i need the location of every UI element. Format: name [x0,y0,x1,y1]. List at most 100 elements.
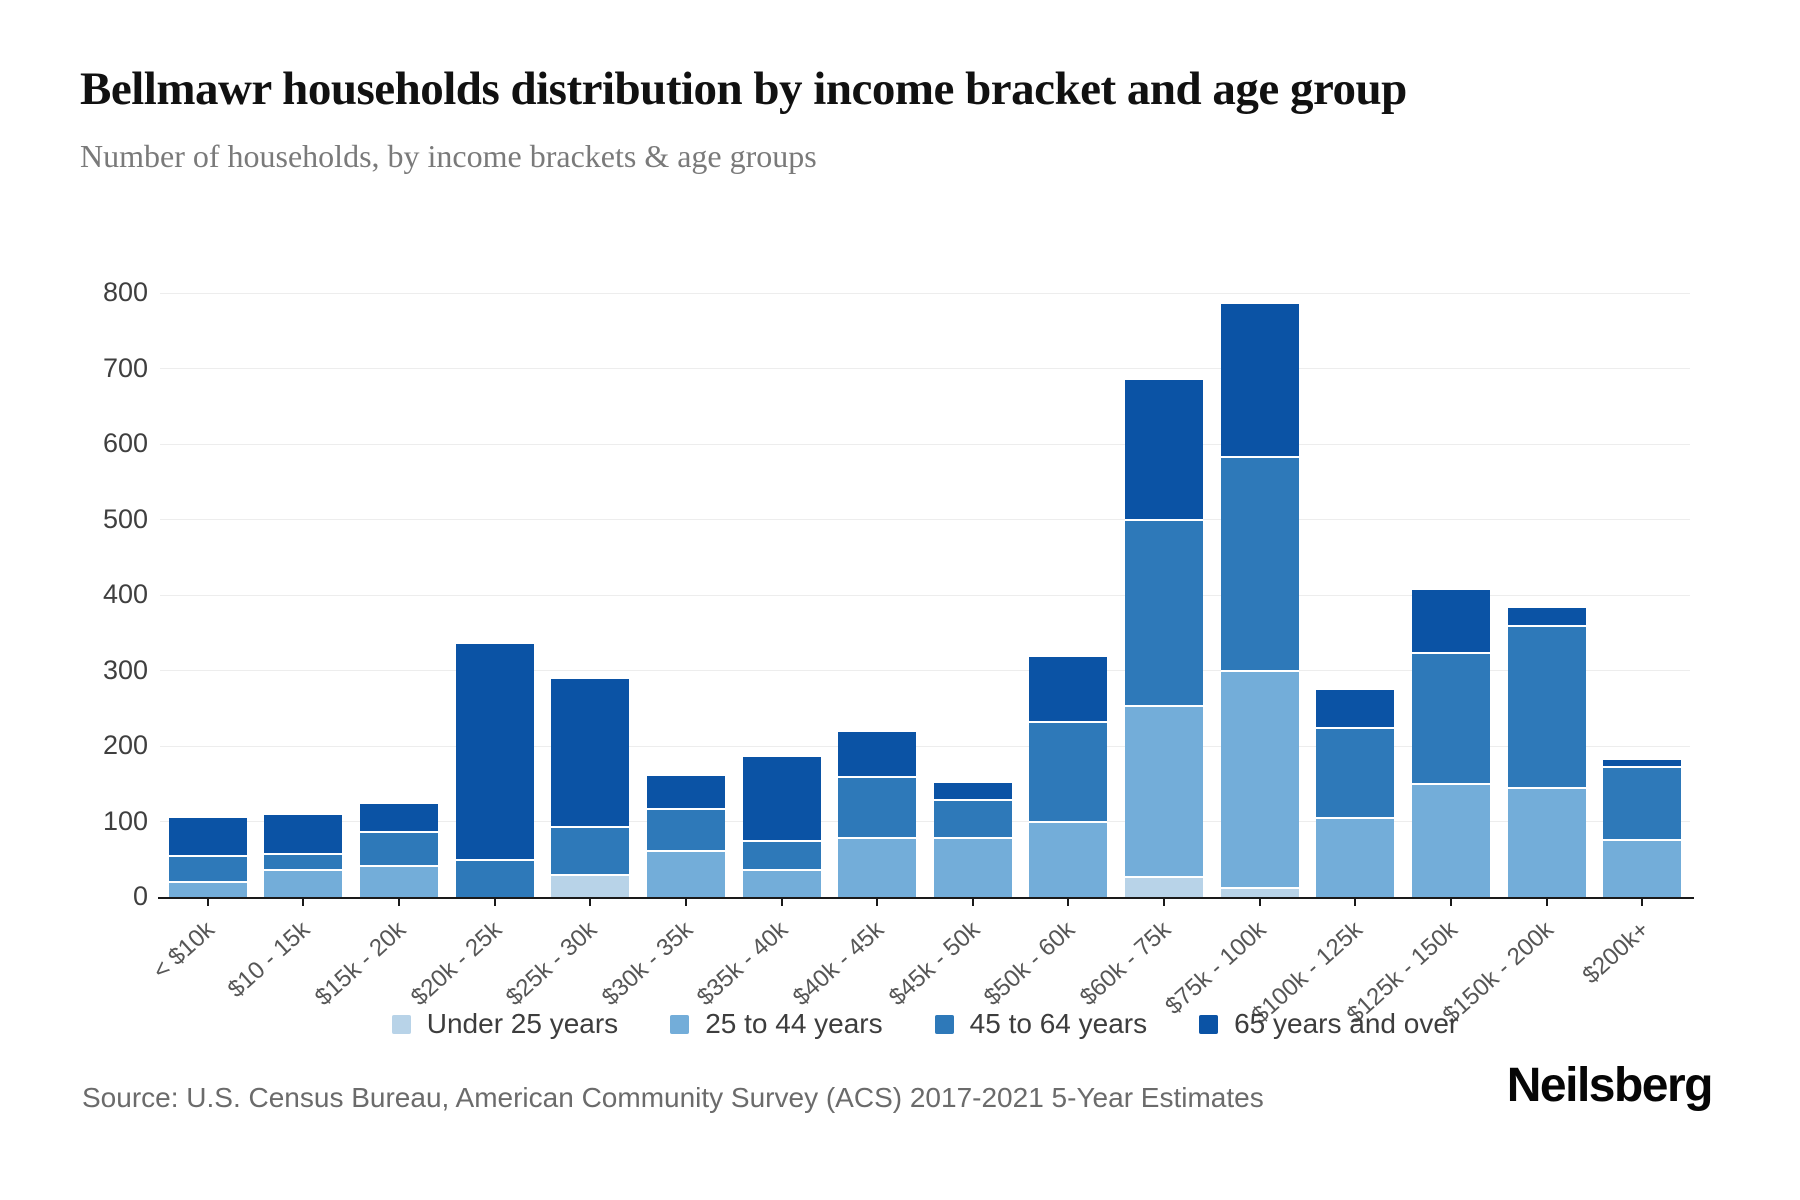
bar-segment-65 years and over [360,804,439,833]
bar-segment-45 to 64 years [360,832,439,867]
grid-line-400 [160,594,1690,596]
bar-segment-Under 25 years [551,875,630,897]
x-tick [398,899,401,906]
y-tick-label-200: 200 [102,730,148,760]
bar-segment-25 to 44 years [933,838,1012,897]
y-tick-label-300: 300 [102,654,148,685]
x-tick-label: $15k - 20k [309,916,412,1012]
bar-segment-65 years and over [646,776,725,811]
x-tick-label: $25k - 30k [501,916,603,1012]
bar-$100k - 125k [1316,690,1395,897]
bar-segment-65 years and over [742,757,821,842]
bar-$35k - 40k [742,757,821,897]
y-tick-label-700: 700 [102,352,148,383]
legend-label: 65 years and over [1234,1008,1459,1039]
x-tick-label: $20k - 25k [405,916,507,1012]
grid-line-500 [160,519,1690,520]
bar-$15k - 20k [360,804,439,897]
x-tick-label: $30k - 35k [596,916,699,1012]
x-tick-label: $200k+ [1577,916,1655,990]
bar-segment-65 years and over [455,644,534,861]
bar-segment-Under 25 years [1220,889,1299,897]
bar-$20k - 25k [455,644,534,897]
bar-segment-45 to 64 years [838,778,917,839]
x-tick [1354,899,1357,906]
legend-swatch [934,1014,954,1034]
chart-title: Bellmawr households distribution by inco… [80,63,1407,115]
legend-item-65 years and over: 65 years and over [1199,1008,1458,1040]
x-tick-label: $50k - 60k [979,916,1081,1012]
bar-segment-45 to 64 years [551,828,630,876]
bar-segment-65 years and over [1029,656,1108,724]
grid-line-800 [160,292,1690,294]
x-tick [1258,899,1261,906]
bar-segment-65 years and over [264,815,343,855]
bar-segment-25 to 44 years [838,838,917,897]
bar-segment-65 years and over [1603,760,1682,768]
bar-$10 - 15k [264,815,343,897]
y-tick-label-800: 800 [102,277,148,307]
y-tick-label-400: 400 [102,579,148,609]
bar-segment-45 to 64 years [742,841,821,872]
bar-segment-25 to 44 years [1507,789,1586,897]
bar-segment-65 years and over [933,783,1012,802]
legend-item-Under 25 years: Under 25 years [391,1008,619,1040]
legend-swatch [391,1014,411,1034]
bar-segment-25 to 44 years [1029,823,1108,897]
x-tick [1067,899,1070,906]
x-tick-label: $45k - 50k [883,916,985,1012]
bar-$125k - 150k [1411,589,1490,897]
bar-segment-45 to 64 years [455,860,534,897]
bar-segment-65 years and over [1125,379,1204,521]
x-tick [1163,899,1166,906]
bar-$45k - 50k [933,783,1012,897]
grid-line-100 [160,821,1690,822]
bar-segment-Under 25 years [1125,878,1204,897]
legend: Under 25 years 25 to 44 years 45 to 64 yea… [160,1008,1690,1040]
x-tick [684,899,687,906]
bar-segment-65 years and over [1507,607,1586,627]
legend-label: 45 to 64 years [969,1008,1148,1039]
x-tick-label: $35k - 40k [692,916,794,1012]
bar-segment-65 years and over [838,731,917,779]
bar-segment-25 to 44 years [168,883,247,897]
bar-segment-45 to 64 years [933,801,1012,839]
x-tick [302,899,305,906]
grid-line-200 [160,745,1690,747]
bar-$50k - 60k [1029,656,1108,897]
legend-label: 25 to 44 years [705,1008,883,1039]
bar-$60k - 75k [1125,379,1204,897]
y-tick-label-500: 500 [102,503,148,534]
bar-segment-65 years and over [1220,304,1299,459]
x-tick-label: $40k - 45k [787,916,890,1012]
bar-segment-45 to 64 years [1603,767,1682,842]
legend-swatch [670,1014,690,1034]
y-tick-label-100: 100 [102,805,148,836]
bar-segment-65 years and over [168,817,247,857]
bar-segment-65 years and over [1411,589,1490,654]
legend-label: Under 25 years [426,1008,619,1039]
y-tick-label-600: 600 [102,428,148,458]
bar-segment-25 to 44 years [264,871,343,897]
source-note: Source: U.S. Census Bureau, American Com… [82,1082,1264,1113]
bar-segment-45 to 64 years [646,810,725,852]
grid-line-300 [160,670,1690,671]
bar-segment-45 to 64 years [1029,723,1108,824]
grid-line-700 [160,368,1690,369]
bar-segment-45 to 64 years [168,856,247,884]
x-tick-label: < $10k [147,916,220,985]
bar-$150k - 200k [1507,607,1586,897]
grid-line-600 [160,443,1690,445]
bar-$30k - 35k [646,776,725,897]
bar-segment-25 to 44 years [1125,707,1204,879]
legend-item-45 to 64 years: 45 to 64 years [934,1008,1148,1040]
bar-segment-45 to 64 years [1125,521,1204,708]
bar-segment-25 to 44 years [646,851,725,897]
bar-segment-45 to 64 years [1316,728,1395,820]
bar-segment-65 years and over [1316,690,1395,729]
x-tick [876,899,879,906]
bar-segment-25 to 44 years [1316,819,1395,897]
bar-$25k - 30k [551,678,630,897]
bar-$40k - 45k [838,731,917,897]
x-tick [1641,899,1644,906]
